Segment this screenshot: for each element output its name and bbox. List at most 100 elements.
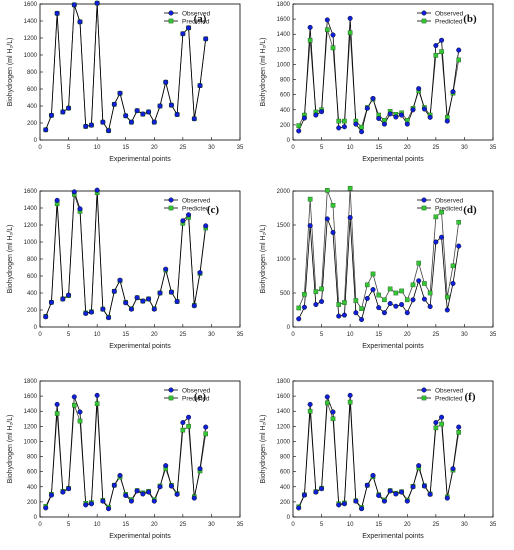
predicted-point <box>433 53 439 58</box>
predicted-point <box>336 118 342 124</box>
observed-point <box>319 299 325 305</box>
observed-point <box>48 299 54 305</box>
legend-marker-predicted <box>168 205 174 211</box>
y-tick-label: 800 <box>27 70 38 76</box>
y-tick-label: 0 <box>287 515 291 521</box>
y-tick-label: 1600 <box>24 394 38 400</box>
y-tick-label: 2000 <box>277 189 291 195</box>
predicted-point <box>404 297 410 303</box>
y-tick-label: 400 <box>280 485 291 491</box>
observed-point <box>140 491 146 497</box>
observed-point <box>376 305 382 311</box>
y-axis-label: Biohydrogen (ml H₂/L) <box>260 225 267 294</box>
observed-point <box>191 495 197 501</box>
observed-point <box>146 109 152 115</box>
observed-point <box>54 197 60 203</box>
y-axis-label: Biohydrogen (ml H₂/L) <box>7 225 14 294</box>
observed-point <box>307 223 313 229</box>
x-axis-label: Experimental points <box>362 156 424 163</box>
predicted-point <box>359 306 364 311</box>
observed-point <box>186 25 192 31</box>
observed-point <box>364 105 370 111</box>
y-tick-label: 200 <box>27 500 38 506</box>
observed-point <box>60 489 66 495</box>
observed-point <box>100 306 106 312</box>
observed-point <box>151 306 157 312</box>
observed-point <box>128 498 134 504</box>
predicted-point <box>296 123 302 128</box>
y-tick-label: 1400 <box>24 409 38 415</box>
observed-point <box>387 111 393 117</box>
observed-point <box>399 302 405 308</box>
observed-point <box>450 280 456 286</box>
observed-point <box>381 498 387 504</box>
y-tick-label: 1800 <box>24 379 38 385</box>
predicted-point <box>444 294 450 300</box>
legend-label: Observed <box>435 197 464 204</box>
y-tick-label: 200 <box>280 500 291 506</box>
observed-point <box>94 0 100 6</box>
predicted-point <box>433 214 439 220</box>
observed-point <box>43 314 49 320</box>
observed-point <box>330 409 336 415</box>
legend-marker-predicted <box>421 395 427 401</box>
predicted-point <box>319 286 324 292</box>
y-tick-label: 1600 <box>24 2 38 8</box>
observed-point <box>43 505 49 511</box>
y-tick-label: 200 <box>27 308 38 314</box>
x-tick-label: 15 <box>375 332 382 338</box>
observed-point <box>450 466 456 472</box>
observed-point <box>296 316 302 322</box>
panel-label: (c) <box>207 204 220 216</box>
x-tick-label: 35 <box>490 522 497 528</box>
x-tick-label: 10 <box>347 145 354 151</box>
observed-point <box>370 95 376 101</box>
observed-point <box>456 424 462 430</box>
legend-marker-predicted <box>421 18 427 24</box>
observed-point <box>336 313 342 319</box>
predicted-point <box>296 305 302 311</box>
observed-point <box>111 482 117 488</box>
observed-point <box>180 31 186 37</box>
predicted-point <box>439 421 444 427</box>
y-tick-label: 1400 <box>277 32 291 38</box>
observed-point <box>336 125 342 131</box>
observed-point <box>54 401 60 407</box>
x-tick-label: 35 <box>237 145 244 151</box>
x-tick-label: 15 <box>122 145 129 151</box>
observed-point <box>313 489 319 495</box>
y-tick-label: 400 <box>280 108 291 114</box>
legend-marker-predicted <box>168 18 174 24</box>
predicted-point <box>307 196 313 202</box>
observed-point <box>336 502 342 508</box>
observed-point <box>146 489 152 495</box>
y-tick-label: 1000 <box>277 62 291 68</box>
observed-point <box>296 128 302 134</box>
predicted-point <box>359 124 364 130</box>
x-tick-label: 25 <box>180 145 187 151</box>
x-tick-label: 35 <box>237 332 244 338</box>
x-tick-label: 20 <box>404 332 411 338</box>
observed-point <box>359 317 365 323</box>
predicted-point <box>330 416 336 422</box>
observed-point <box>54 10 60 16</box>
observed-point <box>404 310 410 316</box>
observed-point <box>203 223 209 229</box>
observed-point <box>444 118 450 124</box>
observed-point <box>364 482 370 488</box>
observed-point <box>100 119 106 125</box>
x-axis-label: Experimental points <box>109 156 171 163</box>
predicted-point <box>347 30 353 36</box>
y-tick-label: 0 <box>287 138 291 144</box>
legend-label: Predicted <box>182 205 210 212</box>
observed-point <box>370 287 376 293</box>
observed-point <box>399 112 405 118</box>
observed-point <box>191 303 197 309</box>
observed-point <box>128 306 134 312</box>
y-tick-label: 800 <box>280 78 291 84</box>
predicted-point <box>353 298 359 303</box>
chart-panel: 0 5 10 15 20 25 30 35 0 500 1000 1500 2000 Experiment… <box>260 185 497 350</box>
predicted-point <box>336 302 342 307</box>
